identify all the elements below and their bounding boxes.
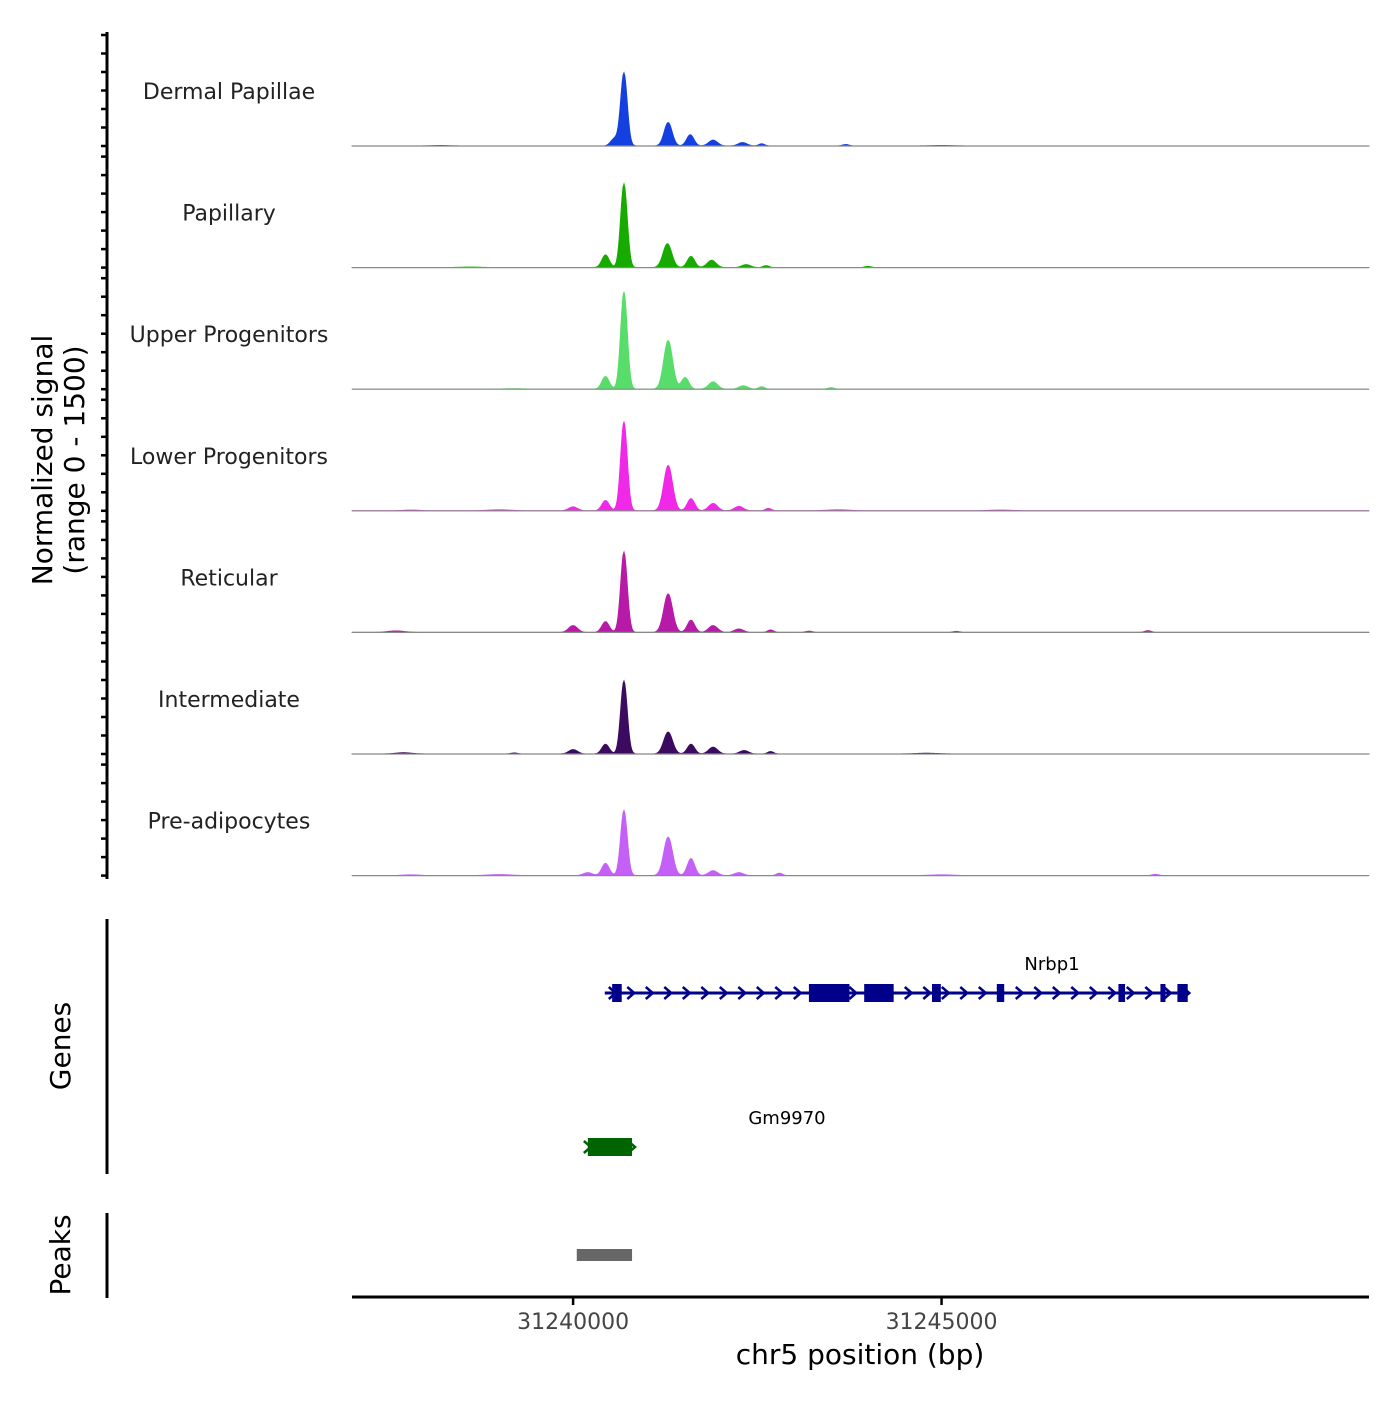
track-label: Papillary bbox=[182, 202, 276, 227]
exon bbox=[808, 984, 850, 1002]
strand-arrow bbox=[1051, 986, 1062, 1000]
signal-tracks: Dermal Papillae Papillary Upper Progenitor… bbox=[130, 71, 1370, 877]
strand-arrow bbox=[1088, 986, 1099, 1000]
strand-arrow bbox=[977, 986, 988, 1000]
track-intermediate: Intermediate bbox=[158, 679, 1370, 755]
gene-nrbp1: Nrbp1 bbox=[604, 954, 1192, 1002]
track-label: Dermal Papillae bbox=[143, 80, 315, 105]
exon bbox=[612, 984, 622, 1002]
track-lower-progenitors: Lower Progenitors bbox=[130, 421, 1370, 512]
strand-arrow bbox=[626, 986, 637, 1000]
exon bbox=[1118, 984, 1126, 1002]
coverage-area bbox=[351, 71, 1370, 147]
gene-gm9970: Gm9970 bbox=[583, 1108, 826, 1156]
strand-arrow bbox=[940, 986, 951, 1000]
peaks-axis-title: Peaks bbox=[44, 1214, 77, 1295]
strand-arrow bbox=[718, 986, 729, 1000]
strand-arrow bbox=[663, 986, 674, 1000]
coverage-area bbox=[351, 808, 1370, 876]
x-axis: 31240000 31245000 chr5 position (bp) bbox=[352, 1295, 1369, 1371]
strand-arrow bbox=[755, 986, 766, 1000]
exon bbox=[587, 1138, 633, 1156]
track-pre-adipocytes: Pre-adipocytes bbox=[148, 808, 1370, 877]
exon bbox=[1160, 984, 1166, 1002]
coverage-y-axis bbox=[101, 32, 109, 879]
y-axis-title-line1: Normalized signal bbox=[26, 335, 59, 586]
strand-arrow bbox=[681, 986, 692, 1000]
coverage-area bbox=[351, 421, 1370, 512]
strand-arrow bbox=[1125, 986, 1136, 1000]
strand-arrow bbox=[737, 986, 748, 1000]
exon bbox=[996, 984, 1005, 1002]
peaks-panel: Peaks bbox=[44, 1213, 633, 1298]
x-axis-title: chr5 position (bp) bbox=[736, 1338, 985, 1371]
genes-axis-title: Genes bbox=[44, 1002, 77, 1090]
track-papillary: Papillary bbox=[182, 182, 1370, 269]
y-axis-title-line2: (range 0 - 1500) bbox=[58, 345, 91, 574]
peak-region bbox=[576, 1249, 633, 1261]
genes-panel: Genes Nrbp1 Gm9970 bbox=[44, 919, 1192, 1174]
gene-label: Nrbp1 bbox=[1024, 954, 1079, 975]
exon bbox=[931, 984, 941, 1002]
track-label: Upper Progenitors bbox=[130, 323, 329, 348]
x-tick-label: 31240000 bbox=[517, 1310, 629, 1335]
strand-arrow bbox=[959, 986, 970, 1000]
coverage-area bbox=[351, 679, 1370, 755]
strand-arrow bbox=[903, 986, 914, 1000]
x-axis-ticks: 31240000 31245000 bbox=[517, 1297, 998, 1335]
track-label: Pre-adipocytes bbox=[148, 810, 311, 835]
track-upper-progenitors: Upper Progenitors bbox=[130, 291, 1370, 390]
strand-arrow bbox=[848, 986, 859, 1000]
track-dermal-papillae: Dermal Papillae bbox=[143, 71, 1370, 147]
track-label: Reticular bbox=[180, 566, 278, 591]
coverage-area bbox=[351, 291, 1370, 390]
strand-arrow bbox=[792, 986, 803, 1000]
strand-arrow bbox=[774, 986, 785, 1000]
strand-arrow bbox=[644, 986, 655, 1000]
coverage-area bbox=[351, 182, 1370, 268]
strand-arrow bbox=[1162, 986, 1173, 1000]
track-label: Lower Progenitors bbox=[130, 445, 328, 470]
coverage-y-title: Normalized signal (range 0 - 1500) bbox=[26, 335, 91, 586]
strand-arrow bbox=[1033, 986, 1044, 1000]
strand-arrow bbox=[1144, 986, 1155, 1000]
coverage-area bbox=[351, 550, 1370, 633]
strand-arrow bbox=[1014, 986, 1025, 1000]
track-label: Intermediate bbox=[158, 688, 300, 713]
strand-arrow bbox=[700, 986, 711, 1000]
strand-arrow bbox=[922, 986, 933, 1000]
gene-label: Gm9970 bbox=[748, 1108, 825, 1129]
exon bbox=[1177, 984, 1185, 1002]
track-reticular: Reticular bbox=[180, 550, 1370, 634]
x-tick-label: 31245000 bbox=[886, 1310, 998, 1335]
gene-annotations: Nrbp1 Gm9970 bbox=[583, 954, 1192, 1156]
exon bbox=[864, 984, 894, 1002]
peak-regions bbox=[576, 1249, 633, 1261]
strand-arrow bbox=[1070, 986, 1081, 1000]
strand-arrow bbox=[1107, 986, 1118, 1000]
